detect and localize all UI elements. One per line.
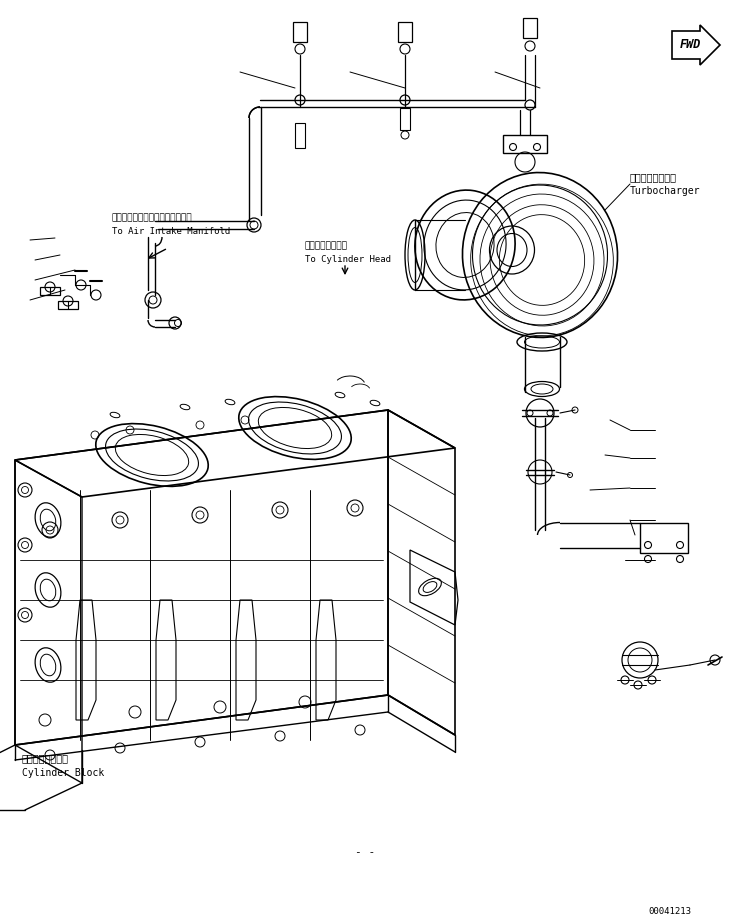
Text: FWD: FWD: [680, 39, 701, 52]
Bar: [58, 301, 78, 309]
Bar: [400, 108, 410, 130]
Bar: [398, 22, 412, 42]
Bar: [503, 135, 547, 153]
Bar: [640, 523, 688, 553]
Text: Cylinder Block: Cylinder Block: [22, 768, 104, 778]
Text: ターボチャージャ: ターボチャージャ: [630, 172, 677, 182]
Text: シリンダブロック: シリンダブロック: [22, 753, 69, 763]
Bar: [295, 123, 305, 148]
Bar: [523, 18, 537, 38]
Bar: [40, 287, 60, 295]
Text: エアーインテークマニホールドへ: エアーインテークマニホールドへ: [112, 213, 192, 223]
Text: To Cylinder Head: To Cylinder Head: [305, 256, 391, 264]
Bar: [293, 22, 307, 42]
Text: Turbocharger: Turbocharger: [630, 186, 700, 196]
Text: 00041213: 00041213: [648, 907, 691, 917]
Text: シリンダヘッドへ: シリンダヘッドへ: [305, 241, 348, 250]
Text: To Air Intake Manifold: To Air Intake Manifold: [112, 227, 230, 237]
Text: - -: - -: [355, 847, 375, 857]
